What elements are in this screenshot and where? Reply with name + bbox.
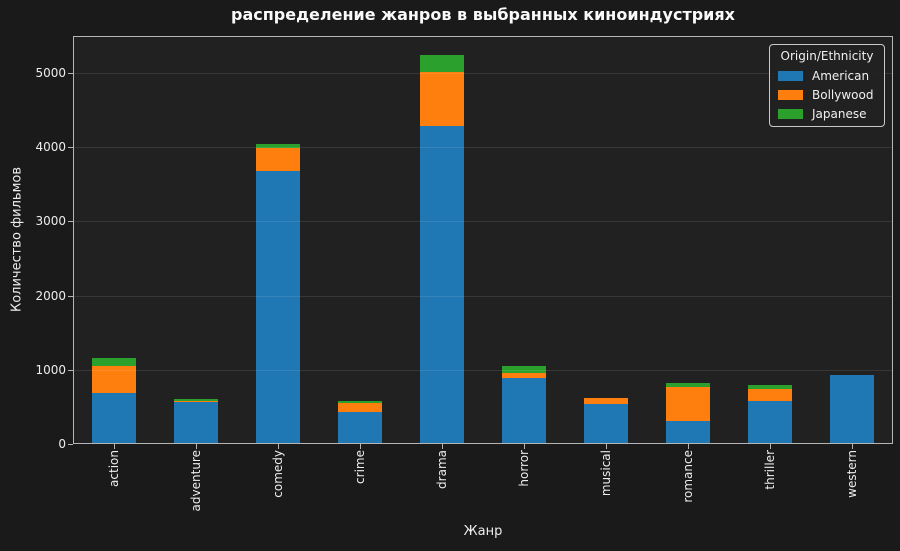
y-tick-label: 5000 [35, 66, 66, 81]
y-tick-label: 1000 [35, 362, 66, 377]
x-tick-mark [360, 444, 361, 449]
bar-thriller-japanese [748, 385, 792, 390]
y-tick-mark [68, 369, 73, 371]
y-tick-label: 2000 [35, 288, 66, 303]
gridline-2000 [73, 295, 893, 297]
bar-crime-japanese [338, 400, 382, 403]
legend-label: American [812, 68, 870, 83]
x-tick-label-thriller: thriller [763, 450, 777, 490]
bar-thriller-bollywood [748, 389, 792, 401]
bar-romance-american [666, 420, 710, 444]
y-tick-mark [68, 295, 73, 297]
bar-horror-japanese [502, 365, 546, 373]
x-tick-mark [852, 444, 853, 449]
legend-swatch-american [778, 70, 803, 81]
bar-drama-american [420, 125, 464, 444]
bar-horror-american [502, 377, 546, 444]
x-tick-mark [770, 444, 771, 449]
x-tick-label-horror: horror [517, 450, 531, 487]
bar-crime-bollywood [338, 402, 382, 412]
bar-drama-bollywood [420, 72, 464, 126]
bar-adventure-japanese [174, 399, 218, 401]
y-tick-mark [68, 147, 73, 149]
bar-romance-bollywood [666, 387, 710, 421]
bar-musical-american [584, 403, 628, 444]
bar-crime-american [338, 411, 382, 444]
legend-label: Bollywood [812, 87, 874, 102]
x-tick-label-action: action [107, 450, 121, 487]
y-tick-mark [68, 444, 73, 445]
x-tick-label-musical: musical [599, 450, 613, 497]
x-tick-label-comedy: comedy [271, 450, 285, 498]
x-tick-mark [442, 444, 443, 449]
legend-item-american: American [776, 66, 878, 85]
bar-adventure-bollywood [174, 400, 218, 403]
legend-items: American Bollywood Japanese [776, 66, 878, 123]
y-tick-label: 0 [58, 437, 66, 451]
gridline-4000 [73, 147, 893, 149]
legend-item-bollywood: Bollywood [776, 85, 878, 104]
x-tick-mark [606, 444, 607, 449]
legend: Origin/Ethnicity American Bollywood Japane… [769, 44, 885, 127]
gridline-5000 [73, 73, 893, 75]
bar-romance-japanese [666, 383, 710, 388]
x-tick-label-crime: crime [353, 450, 367, 484]
legend-title: Origin/Ethnicity [780, 49, 874, 63]
x-tick-mark [114, 444, 115, 449]
legend-swatch-bollywood [778, 89, 803, 100]
chart-title: распределение жанров в выбранных киноинд… [231, 5, 735, 24]
y-tick-label: 4000 [35, 140, 66, 155]
x-tick-mark [278, 444, 279, 449]
x-axis-label: Жанр [463, 524, 503, 539]
y-tick-label: 3000 [35, 214, 66, 229]
bar-horror-bollywood [502, 372, 546, 378]
y-tick-mark [68, 221, 73, 223]
y-tick-mark [68, 73, 73, 75]
legend-swatch-japanese [778, 108, 803, 119]
bar-comedy-american [256, 171, 300, 444]
x-tick-label-drama: drama [435, 450, 449, 489]
legend-label: Japanese [812, 106, 867, 121]
x-tick-mark [196, 444, 197, 449]
bar-comedy-japanese [256, 144, 300, 148]
bar-action-japanese [92, 357, 136, 366]
legend-item-japanese: Japanese [776, 104, 878, 123]
x-tick-mark [524, 444, 525, 449]
x-tick-label-adventure: adventure [189, 450, 203, 512]
bar-adventure-american [174, 402, 218, 444]
gridline-3000 [73, 221, 893, 223]
bar-western-american [830, 375, 874, 444]
bar-comedy-bollywood [256, 148, 300, 171]
bar-musical-bollywood [584, 397, 628, 404]
bar-action-bollywood [92, 365, 136, 394]
gridline-1000 [73, 369, 893, 371]
plot-area-background [73, 36, 893, 444]
x-tick-label-romance: romance [681, 450, 695, 503]
bar-drama-japanese [420, 54, 464, 73]
bar-action-american [92, 393, 136, 444]
x-tick-label-western: western [845, 450, 859, 498]
x-tick-mark [688, 444, 689, 449]
bar-thriller-american [748, 400, 792, 444]
